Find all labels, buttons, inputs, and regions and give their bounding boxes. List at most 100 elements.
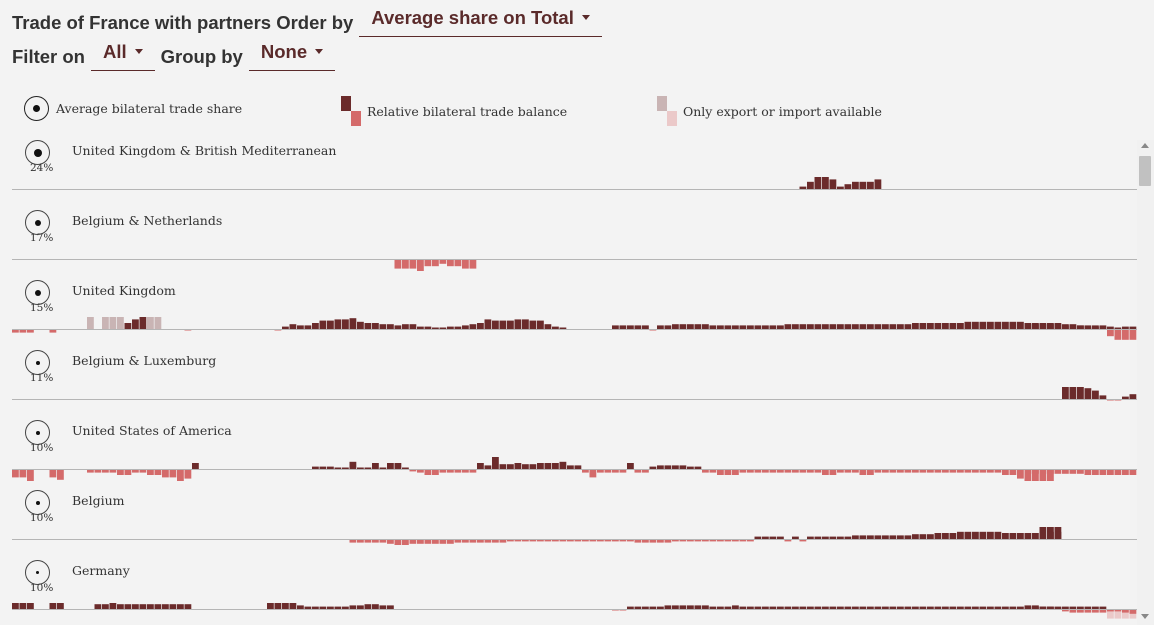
balance-bar[interactable] bbox=[747, 539, 754, 542]
balance-bar[interactable] bbox=[724, 539, 732, 542]
balance-bar[interactable] bbox=[454, 469, 462, 473]
balance-bar[interactable] bbox=[672, 539, 679, 542]
balance-bar[interactable] bbox=[469, 259, 477, 269]
balance-bar[interactable] bbox=[799, 539, 807, 542]
balance-bar[interactable] bbox=[1047, 531, 1054, 539]
balance-bar[interactable] bbox=[739, 539, 747, 542]
balance-bar[interactable] bbox=[304, 325, 312, 329]
balance-bar[interactable] bbox=[964, 606, 972, 609]
balance-bar[interactable] bbox=[1129, 469, 1137, 475]
balance-bar[interactable] bbox=[162, 604, 169, 609]
balance-bar[interactable] bbox=[1069, 469, 1077, 474]
balance-bar[interactable] bbox=[912, 469, 919, 473]
balance-bar[interactable] bbox=[694, 324, 702, 329]
balance-bar[interactable] bbox=[334, 467, 342, 470]
balance-bar[interactable] bbox=[57, 603, 64, 609]
balance-bar[interactable] bbox=[874, 179, 882, 189]
balance-bar[interactable] bbox=[1099, 469, 1107, 475]
balance-bar[interactable] bbox=[342, 319, 349, 329]
balance-bar[interactable] bbox=[1047, 469, 1054, 474]
balance-bar[interactable] bbox=[1017, 469, 1024, 479]
balance-bar[interactable] bbox=[469, 324, 477, 329]
balance-bar[interactable] bbox=[387, 463, 394, 469]
balance-bar[interactable] bbox=[1017, 533, 1024, 539]
balance-bar[interactable] bbox=[859, 535, 867, 539]
balance-bar[interactable] bbox=[552, 539, 559, 542]
balance-bar[interactable] bbox=[672, 324, 679, 329]
balance-bar[interactable] bbox=[769, 536, 777, 539]
balance-bar[interactable] bbox=[709, 469, 717, 473]
balance-bar[interactable] bbox=[957, 606, 964, 609]
balance-bar[interactable] bbox=[147, 317, 154, 329]
balance-bar[interactable] bbox=[282, 603, 289, 609]
balance-bar[interactable] bbox=[432, 469, 439, 475]
balance-bar[interactable] bbox=[829, 469, 837, 475]
balance-bar[interactable] bbox=[1024, 324, 1032, 329]
balance-bar[interactable] bbox=[507, 539, 514, 542]
balance-bar[interactable] bbox=[649, 466, 657, 469]
balance-bar[interactable] bbox=[814, 536, 822, 539]
balance-bar[interactable] bbox=[1099, 326, 1107, 329]
balance-bar[interactable] bbox=[484, 539, 492, 543]
balance-bar[interactable] bbox=[889, 469, 897, 473]
balance-bar[interactable] bbox=[927, 469, 934, 473]
balance-bar[interactable] bbox=[357, 467, 364, 470]
balance-bar[interactable] bbox=[844, 606, 852, 609]
balance-bar[interactable] bbox=[139, 604, 147, 609]
balance-bar[interactable] bbox=[537, 320, 544, 329]
balance-bar[interactable] bbox=[754, 536, 762, 539]
scrollbar-thumb[interactable] bbox=[1139, 156, 1151, 186]
balance-bar[interactable] bbox=[792, 536, 799, 539]
balance-bar[interactable] bbox=[477, 463, 484, 469]
balance-bar[interactable] bbox=[859, 324, 867, 329]
balance-bar[interactable] bbox=[582, 469, 589, 473]
balance-bar[interactable] bbox=[1047, 606, 1054, 609]
balance-bar[interactable] bbox=[717, 539, 724, 542]
balance-bar[interactable] bbox=[1069, 387, 1077, 399]
balance-bar[interactable] bbox=[769, 606, 777, 609]
balance-bar[interactable] bbox=[27, 603, 34, 609]
balance-bar[interactable] bbox=[1062, 609, 1069, 612]
balance-bar[interactable] bbox=[124, 604, 132, 609]
balance-bar[interactable] bbox=[1054, 531, 1062, 539]
balance-bar[interactable] bbox=[349, 318, 357, 329]
balance-bar[interactable] bbox=[1039, 527, 1047, 539]
balance-bar[interactable] bbox=[402, 467, 409, 470]
balance-bar[interactable] bbox=[1122, 609, 1129, 613]
balance-bar[interactable] bbox=[1099, 609, 1107, 613]
balance-bar[interactable] bbox=[1002, 321, 1009, 329]
balance-bar[interactable] bbox=[807, 324, 814, 329]
balance-bar[interactable] bbox=[12, 603, 19, 609]
balance-bar[interactable] bbox=[627, 463, 634, 469]
balance-bar[interactable] bbox=[679, 465, 687, 469]
balance-bar[interactable] bbox=[529, 464, 537, 469]
balance-bar[interactable] bbox=[357, 321, 364, 329]
balance-bar[interactable] bbox=[132, 469, 139, 473]
balance-bar[interactable] bbox=[762, 469, 769, 473]
balance-bar[interactable] bbox=[454, 539, 462, 543]
balance-bar[interactable] bbox=[747, 606, 754, 609]
balance-bar[interactable] bbox=[754, 325, 762, 329]
balance-bar[interactable] bbox=[132, 319, 139, 329]
balance-bar[interactable] bbox=[507, 464, 514, 469]
balance-bar[interactable] bbox=[882, 469, 889, 473]
balance-bar[interactable] bbox=[1129, 326, 1137, 329]
balance-bar[interactable] bbox=[102, 317, 109, 329]
balance-bar[interactable] bbox=[799, 469, 807, 473]
balance-bar[interactable] bbox=[522, 464, 529, 469]
balance-bar[interactable] bbox=[807, 536, 814, 539]
balance-bar[interactable] bbox=[1009, 606, 1017, 609]
balance-bar[interactable] bbox=[994, 606, 1002, 609]
balance-bar[interactable] bbox=[777, 536, 784, 539]
balance-bar[interactable] bbox=[514, 463, 522, 469]
group-dropdown[interactable]: None bbox=[248, 37, 336, 71]
balance-bar[interactable] bbox=[447, 326, 454, 329]
balance-bar[interactable] bbox=[829, 324, 837, 329]
balance-bar[interactable] bbox=[402, 324, 409, 329]
balance-bar[interactable] bbox=[454, 326, 462, 329]
balance-bar[interactable] bbox=[162, 469, 169, 478]
balance-bar[interactable] bbox=[732, 539, 739, 542]
balance-bar[interactable] bbox=[1062, 606, 1069, 609]
partner-name[interactable]: Belgium & Luxemburg bbox=[72, 353, 217, 368]
partner-row[interactable]: 24% United Kingdom & British Mediterranea… bbox=[0, 140, 1137, 210]
